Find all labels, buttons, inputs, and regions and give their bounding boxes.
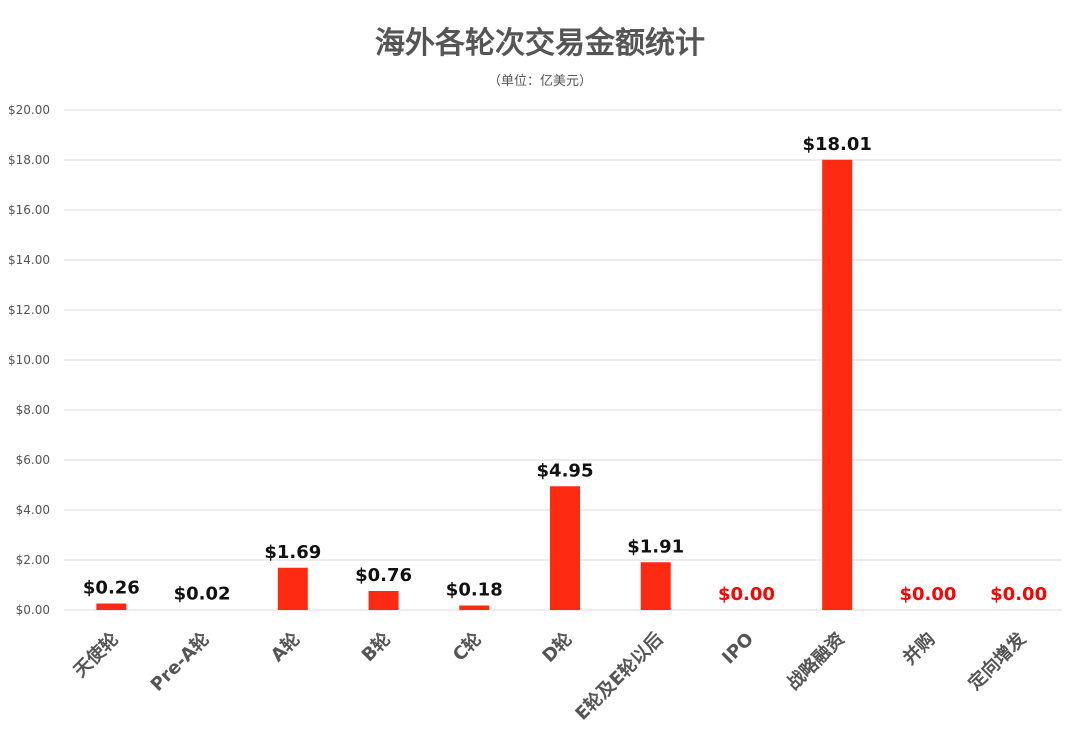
bar bbox=[550, 486, 580, 610]
data-label: $18.01 bbox=[802, 134, 871, 155]
x-tick-label: Pre-A轮 bbox=[146, 628, 214, 696]
x-tick-label: 战略融资 bbox=[782, 628, 848, 694]
data-label: $1.69 bbox=[264, 542, 321, 563]
x-tick-label: 并购 bbox=[898, 628, 939, 669]
y-tick-label: $10.00 bbox=[8, 353, 50, 367]
y-tick-label: $8.00 bbox=[16, 403, 50, 417]
bar bbox=[96, 603, 127, 610]
data-label: $0.00 bbox=[990, 584, 1047, 605]
x-tick-label: A轮 bbox=[266, 628, 304, 666]
y-tick-label: $2.00 bbox=[16, 553, 50, 567]
y-tick-label: $12.00 bbox=[8, 303, 50, 317]
y-tick-label: $20.00 bbox=[8, 103, 50, 117]
y-tick-label: $4.00 bbox=[16, 503, 50, 517]
data-label: $0.00 bbox=[899, 584, 956, 605]
y-tick-label: $0.00 bbox=[16, 603, 50, 617]
x-tick-label: B轮 bbox=[357, 628, 395, 666]
x-tick-label: IPO bbox=[718, 629, 758, 669]
bar bbox=[822, 159, 853, 610]
data-label: $1.91 bbox=[627, 536, 684, 557]
x-tick-label: 定向增发 bbox=[964, 627, 1031, 694]
bar bbox=[368, 591, 399, 610]
x-tick-label: D轮 bbox=[538, 628, 577, 667]
bar bbox=[459, 605, 490, 610]
chart-subtitle: （单位：亿美元） bbox=[487, 74, 592, 89]
x-tick-label: C轮 bbox=[448, 628, 486, 666]
x-tick-label: 天使轮 bbox=[69, 628, 123, 682]
data-label: $0.26 bbox=[83, 578, 140, 599]
y-tick-label: $14.00 bbox=[8, 253, 50, 267]
bar bbox=[640, 562, 671, 610]
x-tick-label: E轮及E轮以后 bbox=[571, 628, 668, 725]
data-label: $4.95 bbox=[537, 460, 594, 481]
y-tick-label: $16.00 bbox=[8, 203, 50, 217]
data-label: $0.00 bbox=[718, 584, 775, 605]
bar bbox=[277, 567, 308, 610]
data-label: $0.76 bbox=[355, 565, 412, 586]
chart-title: 海外各轮次交易金额统计 bbox=[375, 26, 705, 61]
y-tick-label: $6.00 bbox=[16, 453, 50, 467]
data-label: $0.18 bbox=[446, 580, 503, 601]
data-label: $0.02 bbox=[174, 584, 231, 605]
y-tick-label: $18.00 bbox=[8, 153, 50, 167]
